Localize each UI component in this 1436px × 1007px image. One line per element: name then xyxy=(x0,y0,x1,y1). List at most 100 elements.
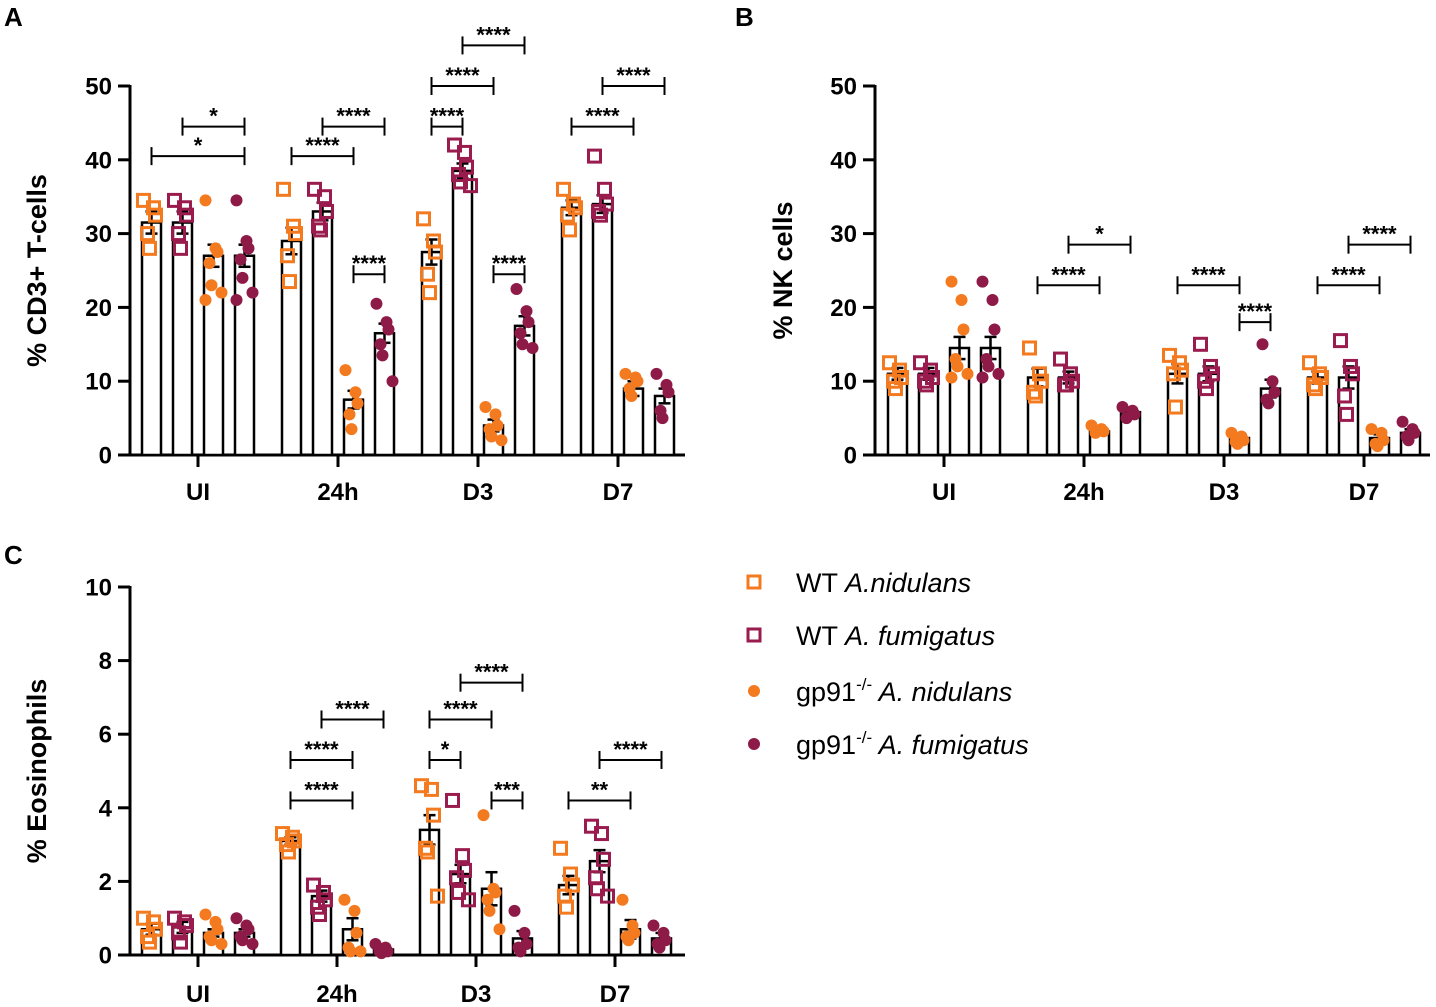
legend-prefix: gp91 xyxy=(796,730,856,760)
data-point xyxy=(349,386,362,399)
legend-superscript: -/- xyxy=(856,675,872,694)
data-point xyxy=(375,947,388,960)
data-point xyxy=(313,222,328,238)
data-point xyxy=(560,207,575,223)
x-tick-label: UI xyxy=(932,479,956,506)
legend-species: A. fumigatus xyxy=(843,621,995,651)
data-point xyxy=(317,189,332,205)
data-point xyxy=(625,389,638,402)
data-point xyxy=(418,840,433,856)
x-tick-label: 24h xyxy=(1063,479,1104,506)
y-tick-label: 10 xyxy=(830,369,857,396)
legend-label-gp91-nidulans: gp91-/- A. nidulans xyxy=(796,675,1012,707)
bar xyxy=(451,169,474,457)
y-tick-label: 20 xyxy=(830,295,857,322)
x-tick-label: D3 xyxy=(463,479,494,506)
data-point xyxy=(1116,401,1129,414)
significance-label: **** xyxy=(476,22,511,47)
significance-label: ** xyxy=(591,777,609,802)
data-point xyxy=(553,840,568,856)
data-point xyxy=(236,271,249,284)
panel-letter: A xyxy=(4,2,23,32)
data-point xyxy=(520,305,533,318)
significance-label: **** xyxy=(492,251,527,276)
data-point xyxy=(951,360,964,373)
data-point xyxy=(481,893,494,906)
data-point xyxy=(1053,351,1068,367)
data-point xyxy=(203,257,216,270)
data-point xyxy=(1396,415,1409,428)
data-point xyxy=(374,338,387,351)
significance-label: * xyxy=(209,104,218,129)
data-point xyxy=(173,240,188,256)
data-point xyxy=(312,907,327,923)
significance-label: **** xyxy=(585,104,620,129)
panel-letter: C xyxy=(4,540,23,570)
significance-label: **** xyxy=(1331,262,1366,287)
data-point xyxy=(242,923,255,936)
data-point xyxy=(961,367,974,380)
data-point xyxy=(179,207,194,223)
data-point xyxy=(422,285,437,301)
data-point xyxy=(1193,336,1208,352)
data-point xyxy=(215,937,228,950)
data-point xyxy=(382,323,395,336)
significance-label: **** xyxy=(1051,262,1086,287)
data-point xyxy=(1306,377,1321,393)
legend-superscript: -/- xyxy=(856,728,872,747)
data-point xyxy=(483,904,496,917)
bar xyxy=(420,250,443,457)
data-point xyxy=(493,923,506,936)
significance-label: **** xyxy=(336,104,371,129)
bar xyxy=(588,859,611,957)
data-point xyxy=(518,926,531,939)
data-point xyxy=(508,904,521,917)
bar xyxy=(140,221,163,457)
significance-label: **** xyxy=(616,63,651,88)
significance-label: * xyxy=(441,737,450,762)
data-point xyxy=(650,367,663,380)
data-point xyxy=(339,364,352,377)
data-point xyxy=(246,937,259,950)
data-point xyxy=(1345,366,1360,382)
data-point xyxy=(211,923,224,936)
data-point xyxy=(426,807,441,823)
data-point xyxy=(230,194,243,207)
data-point xyxy=(986,294,999,307)
data-point xyxy=(622,934,635,947)
legend-marker xyxy=(746,574,762,590)
data-point xyxy=(344,945,357,958)
data-point xyxy=(350,926,363,939)
data-point xyxy=(343,408,356,421)
bar xyxy=(557,883,580,957)
data-point xyxy=(449,870,464,886)
data-point xyxy=(1402,434,1415,447)
significance-label: **** xyxy=(304,737,339,762)
data-point xyxy=(199,294,212,307)
data-point xyxy=(594,826,609,842)
data-point xyxy=(199,194,212,207)
data-point xyxy=(414,778,429,794)
data-point xyxy=(593,207,608,223)
data-point xyxy=(420,266,435,282)
data-point xyxy=(420,844,435,860)
data-point xyxy=(288,226,303,242)
x-tick-label: UI xyxy=(186,479,210,506)
panel-letter: B xyxy=(735,2,754,32)
data-point xyxy=(140,226,155,242)
data-point xyxy=(276,181,291,197)
data-point xyxy=(596,851,611,867)
significance-label: **** xyxy=(1362,222,1397,247)
y-tick-label: 6 xyxy=(99,722,112,749)
legend-species: A. nidulans xyxy=(872,677,1012,707)
data-point xyxy=(463,178,478,194)
significance-label: * xyxy=(194,133,203,158)
legend-marker xyxy=(748,738,760,750)
data-point xyxy=(1308,381,1323,397)
data-point xyxy=(489,886,502,899)
data-point xyxy=(1231,437,1244,450)
bar xyxy=(591,202,614,457)
data-point xyxy=(1302,355,1317,371)
